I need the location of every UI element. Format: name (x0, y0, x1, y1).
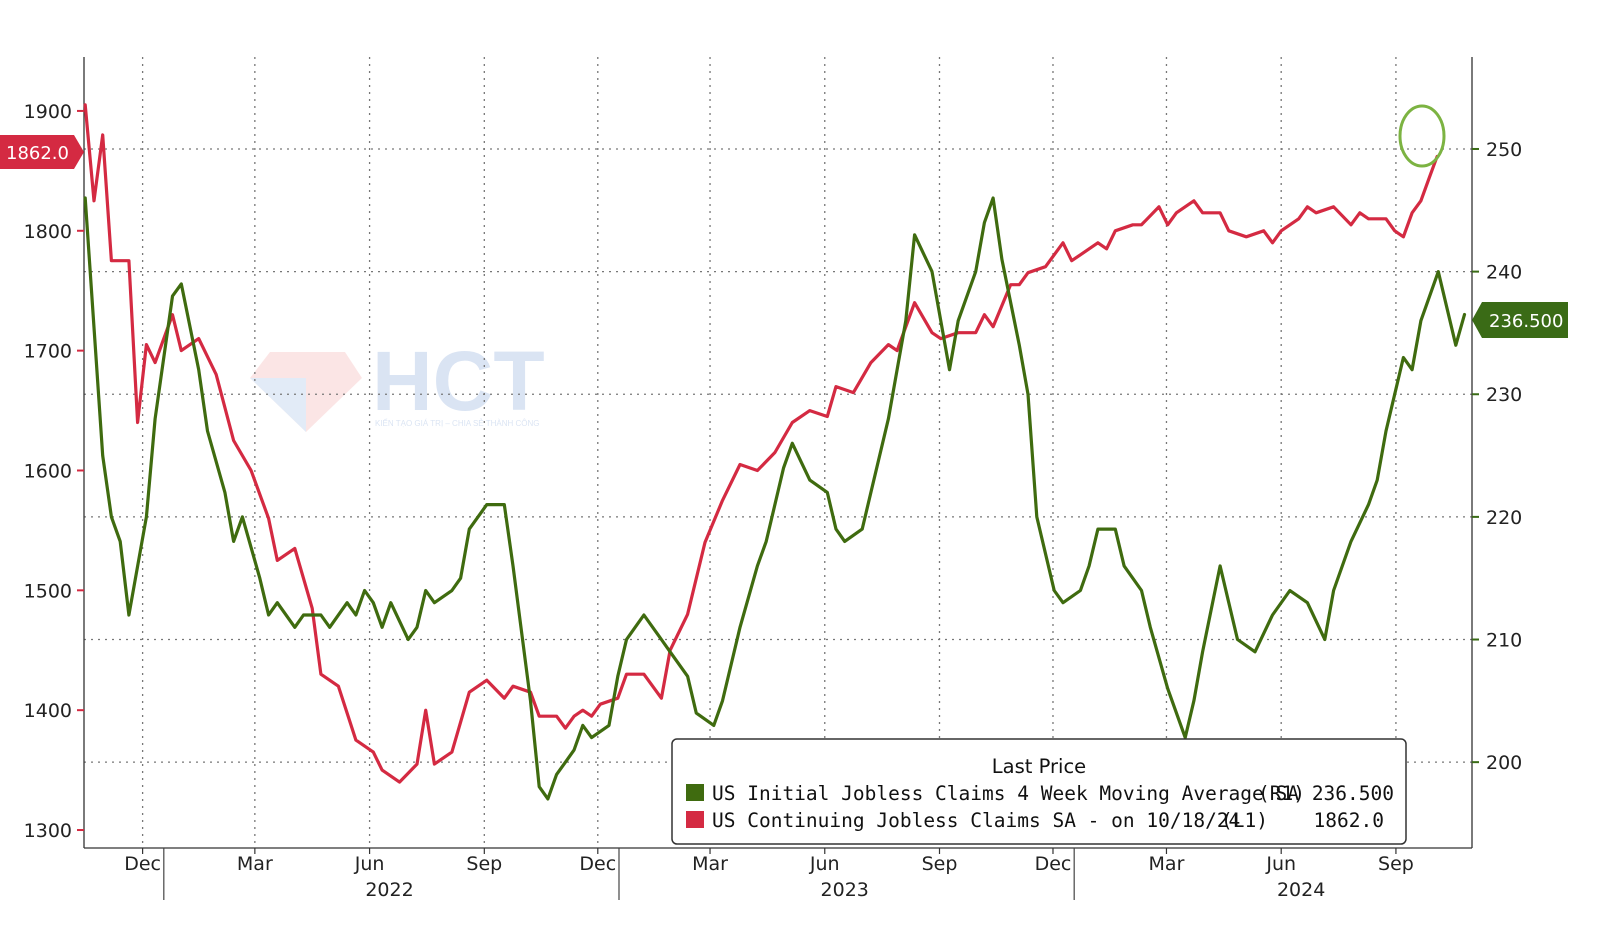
right-axis-ticks: 200 210 220 230 240 250 (1472, 139, 1522, 774)
legend-value-initial: 236.500 (1312, 782, 1394, 805)
highlight-circle (1398, 104, 1446, 168)
legend-swatch-continuing (686, 811, 704, 828)
right-tag-shape (1472, 302, 1568, 338)
right-tag-text: 236.500 (1489, 311, 1563, 332)
legend-swatch-initial (686, 784, 704, 801)
right-tick-label: 250 (1486, 139, 1522, 161)
x-tick-label: Sep (1378, 853, 1414, 875)
x-tick-label: Dec (124, 853, 161, 875)
right-last-value-tag: 236.500 (1472, 302, 1568, 338)
left-tick-label: 1800 (24, 221, 72, 243)
watermark-brand: HCT (372, 334, 545, 428)
right-tick-label: 220 (1486, 507, 1522, 529)
left-tag-shape (0, 135, 84, 169)
axes (83, 57, 1473, 849)
left-tick-label: 1600 (24, 460, 72, 482)
legend-axis-initial: (R1) (1258, 782, 1305, 805)
hct-watermark: HCT KIẾN TẠO GIÁ TRỊ – CHIA SẺ THÀNH CÔN… (250, 334, 545, 432)
right-tick-label: 210 (1486, 630, 1522, 652)
left-tag-text: 1862.0 (6, 143, 69, 164)
x-tick-label: Sep (466, 853, 502, 875)
legend-title: Last Price (992, 755, 1086, 778)
left-axis-ticks: 1300 1400 1500 1600 1700 1800 1900 (24, 101, 84, 842)
legend-box (671, 738, 1407, 845)
x-tick-label: Mar (237, 853, 273, 875)
right-tick-label: 240 (1486, 262, 1522, 284)
year-label: 2022 (365, 879, 413, 901)
x-tick-label: Mar (692, 853, 728, 875)
series-layer (83, 103, 1467, 801)
legend: Last Price US Initial Jobless Claims 4 W… (671, 738, 1407, 845)
left-tick-label: 1300 (24, 820, 72, 842)
legend-value-continuing: 1862.0 (1314, 809, 1384, 832)
diamond-logo-icon (250, 352, 362, 432)
x-tick-label: Dec (1035, 853, 1072, 875)
legend-label-initial: US Initial Jobless Claims 4 Week Moving … (712, 782, 1299, 805)
legend-label-continuing: US Continuing Jobless Claims SA - on 10/… (712, 809, 1240, 832)
x-tick-label: Sep (922, 853, 958, 875)
left-tick-label: 1900 (24, 101, 72, 123)
x-tick-label: Jun (1265, 853, 1296, 875)
series-line-continuing-claims (83, 103, 1439, 784)
series-line-initial-claims (83, 196, 1467, 801)
x-tick-label: Dec (579, 853, 616, 875)
year-label: 2024 (1277, 879, 1325, 901)
watermark-tagline: KIẾN TẠO GIÁ TRỊ – CHIA SẺ THÀNH CÔNG (375, 418, 539, 428)
diamond-logo-facet-icon (250, 378, 306, 432)
left-tick-label: 1700 (24, 341, 72, 363)
year-label: 2023 (821, 879, 869, 901)
x-tick-label: Mar (1149, 853, 1185, 875)
x-axis-ticks: Dec Mar Jun Sep Dec Mar Jun Sep Dec Mar Jun Sep 2022… (124, 848, 1414, 901)
x-tick-label: Jun (809, 853, 840, 875)
right-tick-label: 200 (1486, 752, 1522, 774)
legend-axis-continuing: (L1) (1221, 809, 1268, 832)
left-tick-label: 1400 (24, 700, 72, 722)
left-tick-label: 1500 (24, 580, 72, 602)
left-last-value-tag: 1862.0 (0, 135, 84, 169)
x-tick-label: Jun (354, 853, 385, 875)
right-tick-label: 230 (1486, 384, 1522, 406)
grid (84, 57, 1472, 848)
